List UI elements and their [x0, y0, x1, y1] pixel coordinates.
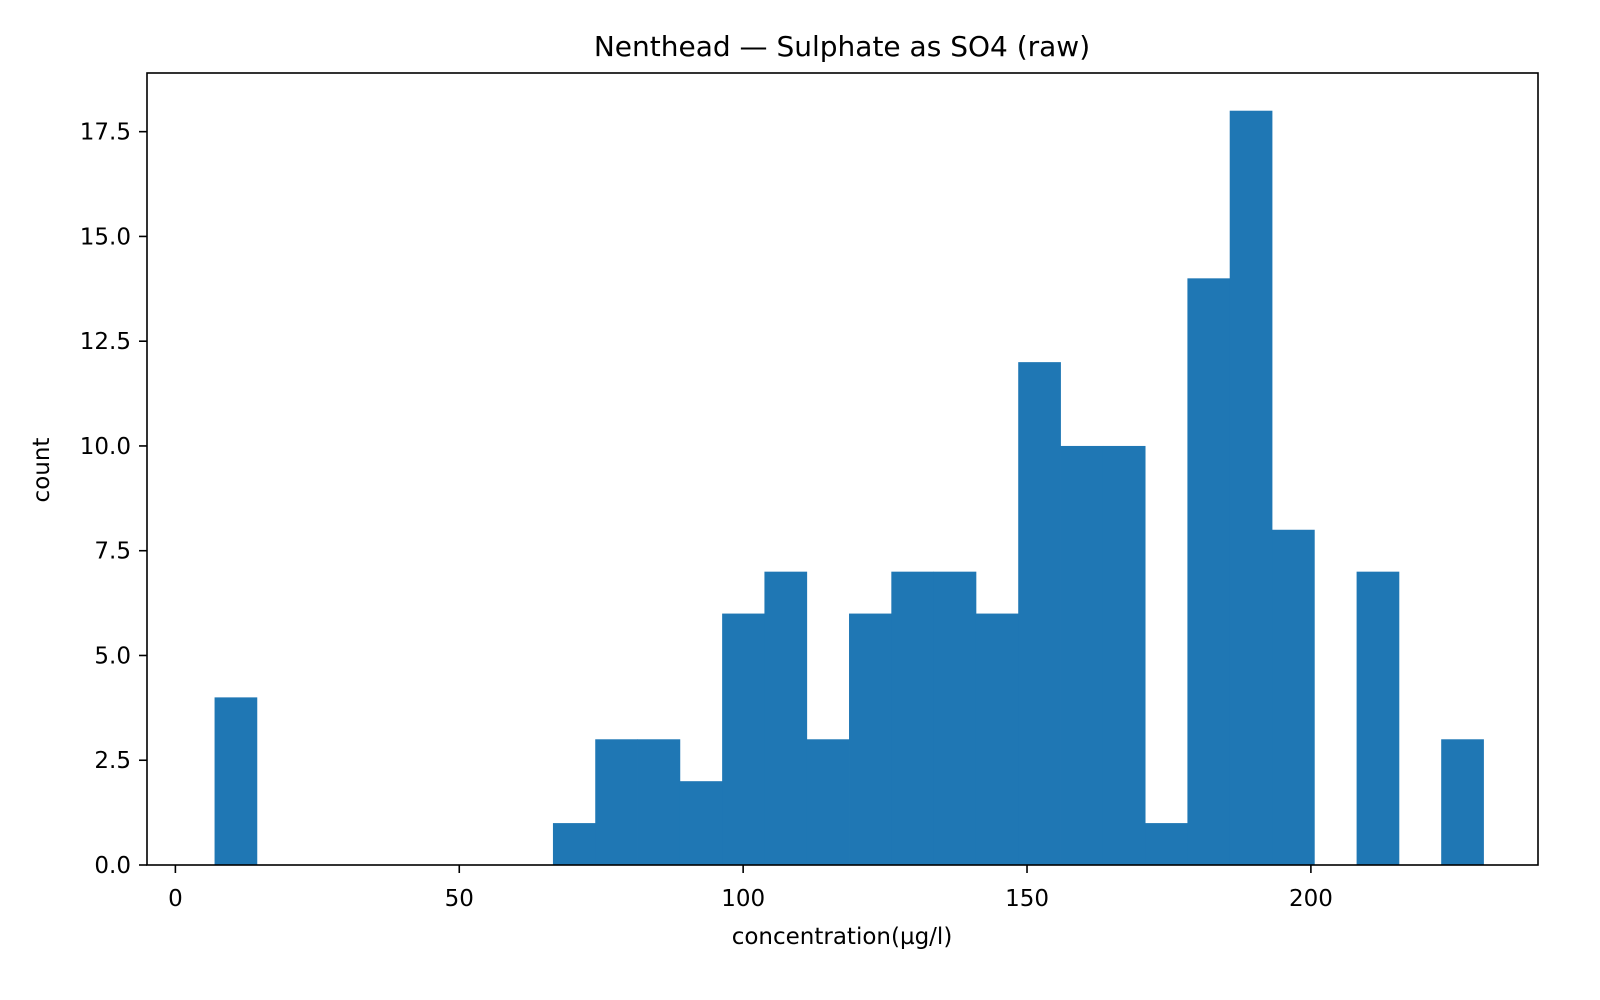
- histogram-bar: [1145, 823, 1188, 865]
- histogram-bar: [891, 571, 935, 865]
- histogram-bar: [1018, 362, 1061, 865]
- histogram-bar: [1187, 278, 1231, 865]
- y-tick-label: 0.0: [94, 853, 131, 879]
- y-axis-ticks: 0.0 2.5 5.0 7.5 10.0 12.5 15.0 17.5: [80, 120, 147, 879]
- histogram-bar: [764, 571, 808, 865]
- chart-title: Nenthead — Sulphate as SO4 (raw): [594, 30, 1090, 63]
- histogram-bar: [1102, 445, 1146, 865]
- x-axis-ticks: 0 50 100 150 200: [168, 865, 1333, 912]
- y-tick-label: 17.5: [80, 120, 131, 146]
- y-tick-label: 7.5: [94, 539, 131, 565]
- histogram-bar: [806, 739, 850, 865]
- y-tick-label: 5.0: [94, 643, 131, 669]
- x-tick-label: 200: [1289, 886, 1333, 912]
- y-tick-label: 2.5: [94, 748, 131, 774]
- histogram-bar: [679, 781, 723, 865]
- histogram-bar: [637, 739, 681, 865]
- plot-frame: [146, 72, 1539, 866]
- histogram-bar: [1272, 529, 1315, 865]
- x-tick-label: 0: [168, 886, 183, 912]
- histogram-bar: [552, 823, 596, 865]
- histogram-bar: [214, 697, 258, 865]
- x-tick-label: 150: [1005, 886, 1049, 912]
- histogram-bar: [975, 613, 1019, 865]
- histogram-bar: [849, 613, 892, 865]
- histogram-bar: [1229, 110, 1273, 865]
- x-tick-label: 100: [721, 886, 765, 912]
- y-axis-label: count: [29, 438, 55, 503]
- histogram-bar: [1441, 739, 1484, 865]
- y-tick-label: 15.0: [80, 224, 131, 250]
- histogram-bar: [933, 571, 977, 865]
- histogram-bar: [1356, 571, 1400, 865]
- x-axis-label: concentration(µg/l): [732, 924, 953, 950]
- histogram-bar: [595, 739, 638, 865]
- y-tick-label: 12.5: [80, 329, 131, 355]
- bars-group: [214, 110, 1484, 865]
- y-tick-label: 10.0: [80, 434, 131, 460]
- x-tick-label: 50: [445, 886, 474, 912]
- histogram-bar: [722, 613, 765, 865]
- histogram-bar: [1060, 445, 1104, 865]
